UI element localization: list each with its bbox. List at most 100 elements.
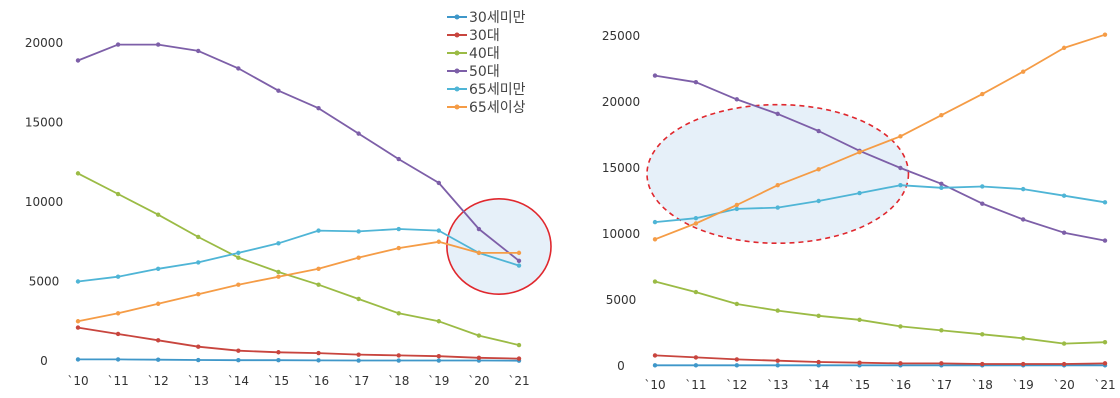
data-point	[939, 185, 944, 190]
series-line	[78, 358, 520, 362]
x-tick-label: `12	[726, 378, 747, 392]
x-tick-label: `15	[268, 374, 289, 388]
series-line	[654, 33, 1106, 241]
x-tick-label: `12	[148, 374, 169, 388]
x-tick-label: `13	[188, 374, 209, 388]
y-tick-label: 20000	[602, 95, 640, 109]
data-point	[980, 361, 985, 367]
data-point	[1061, 341, 1067, 346]
data-point	[436, 239, 442, 244]
data-point	[775, 111, 780, 117]
y-tick-label: 15000	[25, 116, 63, 130]
data-point	[857, 317, 862, 322]
x-tick-label: `17	[348, 374, 369, 388]
y-tick-label: 0	[40, 354, 48, 368]
data-point	[816, 363, 821, 368]
x-tick-label: `16	[308, 374, 329, 388]
y-tick-label: 5000	[29, 275, 60, 289]
data-point	[939, 328, 944, 333]
x-tick-label: `14	[228, 374, 249, 388]
data-point	[316, 358, 321, 363]
chart-legend: 30세미만 30대 40대 50대 65세미만 65세이상	[447, 10, 526, 116]
data-point	[652, 363, 658, 368]
data-point	[476, 333, 482, 338]
data-point	[516, 258, 522, 264]
highlight-ellipse	[446, 198, 552, 296]
data-point	[75, 357, 81, 362]
x-tick-label: `19	[428, 374, 449, 388]
data-point	[693, 355, 699, 360]
y-tick-label: 20000	[25, 36, 63, 50]
data-point	[196, 260, 201, 265]
series-line	[77, 228, 520, 283]
data-point	[1061, 361, 1067, 367]
data-point	[857, 360, 862, 365]
legend-label: 30대	[469, 28, 500, 44]
data-point	[75, 325, 81, 330]
data-point	[396, 353, 401, 358]
data-point	[734, 202, 740, 208]
data-point	[436, 354, 442, 359]
data-point	[1020, 69, 1026, 74]
data-point	[652, 279, 658, 284]
data-point	[356, 255, 361, 260]
data-point	[196, 234, 201, 240]
chart-2: 0 5000 10000 15000 20000 25000 `10 `11 `12 `13 `14…	[602, 29, 1116, 392]
data-point	[276, 274, 281, 279]
data-point	[1102, 32, 1108, 37]
legend-swatch-marker	[454, 14, 460, 20]
data-point	[939, 113, 944, 118]
data-point	[436, 319, 442, 324]
x-tick-label: `17	[931, 378, 952, 392]
data-point	[155, 357, 161, 362]
data-point	[1020, 186, 1026, 192]
data-point	[436, 228, 442, 233]
data-point	[516, 263, 522, 268]
data-point	[939, 181, 944, 187]
data-point	[155, 212, 161, 217]
data-point	[898, 165, 903, 171]
y-tick-label: 0	[617, 359, 625, 373]
data-point	[196, 344, 201, 349]
data-point	[75, 171, 81, 176]
data-point	[652, 219, 658, 225]
legend-label: 65세미만	[469, 82, 526, 98]
x-tick-label: `11	[107, 374, 128, 388]
data-point	[816, 359, 821, 365]
data-point	[115, 357, 121, 362]
highlight-ellipse	[646, 103, 910, 245]
data-point	[115, 331, 121, 337]
data-point	[816, 198, 821, 204]
data-point	[436, 358, 442, 363]
y-tick-label: 10000	[25, 195, 63, 209]
series-line	[654, 354, 1106, 365]
data-point	[1102, 238, 1108, 243]
data-point	[775, 205, 780, 210]
y-tick-label: 5000	[606, 293, 637, 307]
data-point	[436, 180, 442, 186]
data-point	[276, 358, 281, 363]
data-point	[693, 221, 699, 226]
data-point	[1061, 230, 1067, 235]
data-point	[980, 91, 985, 97]
data-point	[115, 191, 121, 197]
data-point	[898, 134, 903, 139]
x-tick-label: `18	[388, 374, 409, 388]
series-line	[654, 184, 1106, 223]
data-point	[1020, 361, 1026, 367]
data-point	[236, 66, 241, 71]
data-point	[236, 250, 241, 256]
data-point	[75, 279, 81, 284]
data-point	[693, 80, 699, 85]
data-point	[236, 282, 241, 287]
legend-label: 30세미만	[469, 10, 526, 26]
data-point	[356, 358, 361, 363]
x-tick-label: `11	[685, 378, 706, 392]
x-tick-label: `13	[767, 378, 788, 392]
data-point	[1102, 200, 1108, 205]
data-point	[734, 301, 740, 307]
x-tick-label: `19	[1013, 378, 1034, 392]
data-point	[316, 228, 321, 233]
data-point	[816, 128, 821, 134]
